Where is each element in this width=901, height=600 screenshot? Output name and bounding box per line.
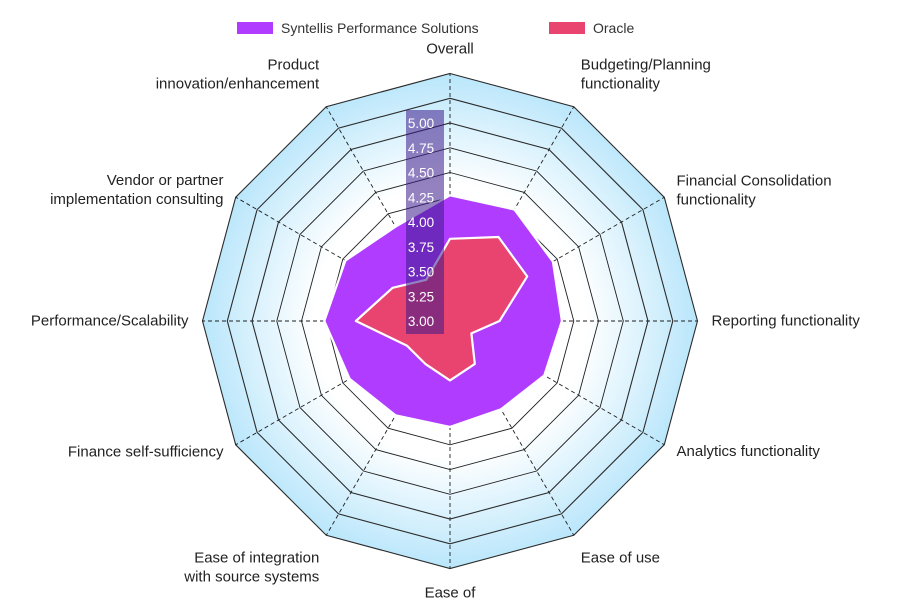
legend-label-oracle: Oracle [593,20,635,36]
r-axis-tick-strip [406,110,444,334]
grid-spoke [449,320,665,446]
grid-spoke [325,106,451,322]
grid-spoke [449,320,575,536]
category-label: Overall [426,41,474,58]
r-axis-tick-label: 4.25 [408,190,434,205]
grid-spoke [325,320,451,536]
grid-ring [226,97,674,545]
legend-swatch-oracle [549,22,585,34]
category-label: Finance self-sufficiency [68,443,224,460]
legend-item-oracle[interactable]: Oracle [549,20,634,36]
category-label: Analytics functionality [677,443,821,460]
category-label: Performance/Scalability [31,313,189,330]
legend: Syntellis Performance Solutions Oracle [0,20,901,42]
grid-spoke [235,196,451,322]
grid-spoke [449,106,575,322]
r-axis-tick-label: 4.75 [408,141,434,156]
r-axis-tick-label: 3.50 [408,265,434,280]
category-label: Ease of use [581,550,660,567]
r-axis-tick-label: 3.00 [408,314,434,329]
grid-spoke [235,320,451,446]
category-label: Budgeting/Planning functionality [581,57,711,93]
r-axis-tick-label: 4.00 [408,215,434,230]
r-axis-tick-label: 3.25 [408,289,434,304]
grid-ring [325,196,575,446]
category-label: Vendor or partner implementation consulti… [50,172,223,208]
legend-label-syntellis: Syntellis Performance Solutions [281,20,479,36]
grid-ring [276,147,624,495]
category-label: Product innovation/enhancement [156,57,320,93]
category-label: Financial Consolidation functionality [677,172,832,208]
r-axis-tick-label: 5.00 [408,116,434,131]
r-axis-tick-label: 3.75 [408,240,434,255]
category-label: Ease of integration with source systems [183,550,319,586]
category-label: Reporting functionality [712,313,861,330]
category-label: Ease ofadministration/maintenance [358,585,541,600]
legend-item-syntellis[interactable]: Syntellis Performance Solutions [237,20,479,36]
legend-swatch-syntellis [237,22,273,34]
r-axis-tick-label: 4.50 [408,166,434,181]
grid-spoke [449,196,665,322]
